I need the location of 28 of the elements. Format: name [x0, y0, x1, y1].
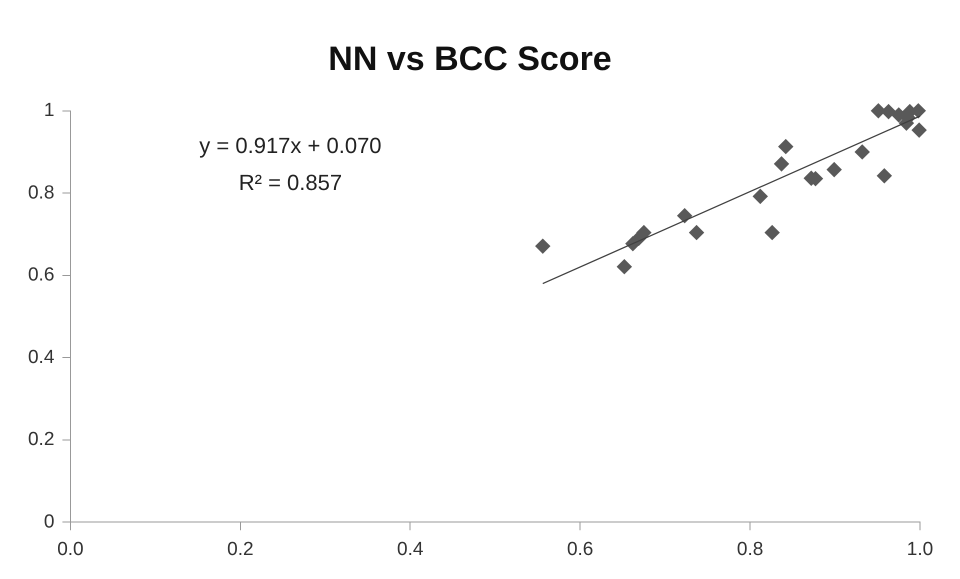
point	[826, 162, 842, 178]
annotation: y = 0.917x + 0.070	[199, 132, 382, 158]
chart-title: NN vs BCC Score	[328, 40, 612, 78]
point	[774, 156, 790, 172]
y-tick-label: 1	[44, 100, 54, 122]
point	[752, 188, 768, 204]
x-tick-label: 0.4	[397, 538, 424, 560]
point	[854, 144, 870, 160]
point	[677, 208, 692, 224]
x-tick-label: 0.6	[566, 538, 594, 560]
y-tick-label: 0.8	[28, 182, 54, 204]
point	[876, 168, 892, 184]
point	[689, 225, 704, 240]
annotation: R² = 0.857	[238, 170, 342, 195]
x-tick-label: 0.0	[57, 538, 84, 560]
point	[535, 238, 550, 254]
point	[881, 104, 896, 120]
x-tick-label: 1.0	[906, 538, 934, 560]
point	[912, 122, 927, 138]
y-tick-label: 0	[44, 511, 54, 532]
point	[616, 259, 632, 274]
y-tick-label: 0.6	[28, 264, 54, 286]
point	[778, 139, 794, 154]
point	[764, 225, 780, 240]
x-tick-label: 0.2	[227, 538, 254, 560]
x-tick-label: 0.8	[736, 538, 764, 560]
y-tick-label: 0.2	[28, 429, 54, 450]
y-tick-label: 0.4	[28, 346, 55, 368]
